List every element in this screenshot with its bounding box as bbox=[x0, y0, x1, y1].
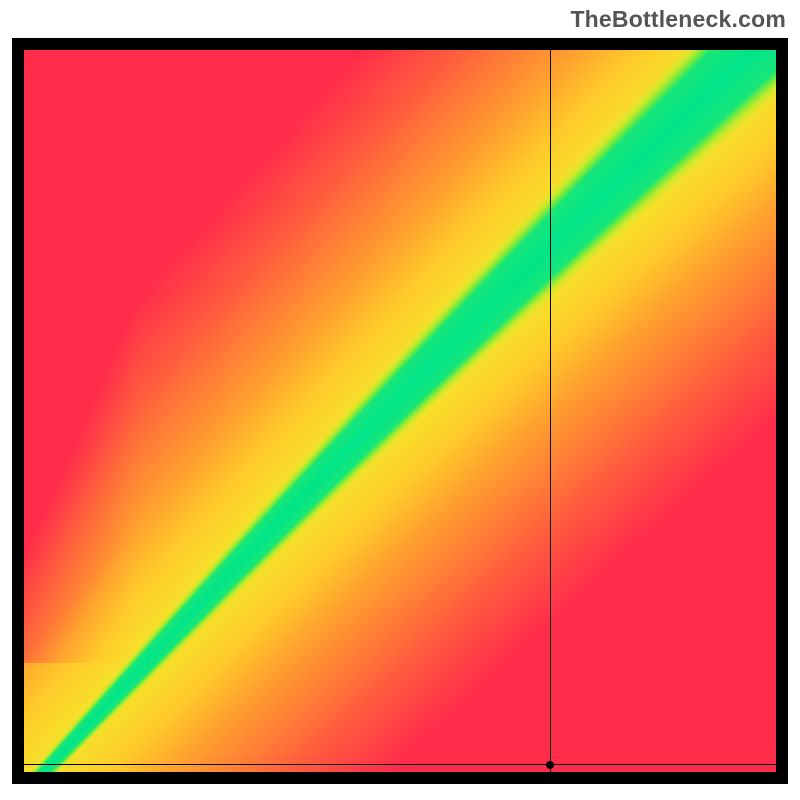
plot-frame bbox=[12, 38, 788, 784]
bottleneck-heatmap bbox=[24, 50, 776, 772]
crosshair-vertical-line bbox=[550, 50, 551, 772]
chart-container: TheBottleneck.com bbox=[0, 0, 800, 800]
watermark-text: TheBottleneck.com bbox=[570, 6, 786, 33]
crosshair-horizontal-line bbox=[24, 764, 776, 765]
